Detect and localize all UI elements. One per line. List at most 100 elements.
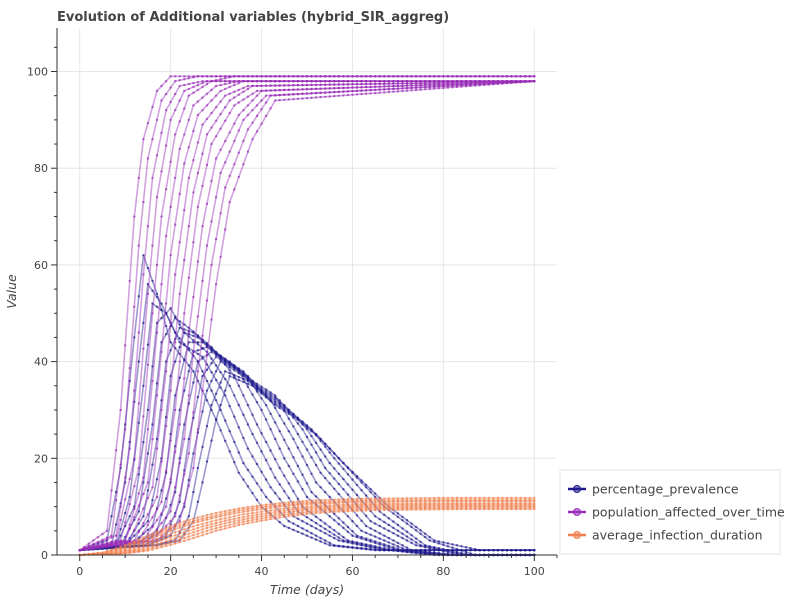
data-point xyxy=(178,457,181,460)
data-point xyxy=(237,88,240,92)
data-point xyxy=(437,551,440,555)
data-point xyxy=(383,547,386,550)
data-point xyxy=(305,96,309,100)
data-point xyxy=(360,89,363,92)
data-point xyxy=(196,352,200,356)
data-point xyxy=(96,541,100,545)
data-point xyxy=(219,525,222,529)
data-point xyxy=(328,482,331,485)
legend-item-percentage_prevalence[interactable]: percentage_prevalence xyxy=(568,482,739,497)
data-point xyxy=(219,356,222,359)
data-point xyxy=(178,526,181,529)
data-point xyxy=(278,505,281,508)
data-point xyxy=(274,99,277,102)
data-point xyxy=(205,350,209,354)
data-point xyxy=(314,527,318,530)
data-point xyxy=(164,188,168,191)
data-point xyxy=(269,506,272,510)
data-point xyxy=(183,423,186,426)
data-point xyxy=(310,430,313,433)
data-point xyxy=(355,497,359,501)
data-point xyxy=(278,75,281,78)
data-point xyxy=(151,516,154,519)
data-point xyxy=(183,258,186,262)
data-point xyxy=(278,403,281,406)
data-point xyxy=(310,92,313,95)
legend-item-average_infection_duration[interactable]: average_infection_duration xyxy=(568,528,763,543)
data-point xyxy=(428,535,431,539)
data-point xyxy=(224,94,227,97)
data-point xyxy=(164,505,168,508)
data-point xyxy=(328,544,331,547)
data-point xyxy=(333,87,336,90)
data-point xyxy=(501,549,504,552)
series-line xyxy=(79,75,535,551)
data-point xyxy=(92,539,95,542)
series-line xyxy=(79,80,535,551)
data-point xyxy=(174,176,177,180)
legend[interactable]: percentage_prevalence population_affected… xyxy=(559,469,785,555)
legend-item-population_affected_over_time[interactable]: population_affected_over_time xyxy=(568,505,785,520)
data-point xyxy=(469,496,472,500)
data-point xyxy=(246,128,250,131)
data-point xyxy=(124,524,127,528)
data-point xyxy=(278,406,281,410)
data-point xyxy=(283,515,286,518)
data-point xyxy=(305,522,309,525)
data-point xyxy=(114,544,118,547)
data-point xyxy=(433,496,436,500)
data-point xyxy=(169,541,172,544)
data-point xyxy=(114,449,118,452)
data-point xyxy=(314,502,318,505)
data-point xyxy=(201,370,204,373)
data-point xyxy=(205,521,209,524)
data-point xyxy=(196,535,200,538)
data-point xyxy=(169,543,172,546)
data-point xyxy=(283,507,286,510)
data-point xyxy=(492,507,495,511)
data-point xyxy=(301,505,304,509)
data-point xyxy=(196,370,200,373)
data-point xyxy=(296,422,300,425)
data-point xyxy=(119,408,122,412)
data-point xyxy=(237,80,240,83)
data-point xyxy=(314,96,318,99)
data-point xyxy=(192,354,195,357)
data-point xyxy=(133,507,136,511)
series-line xyxy=(79,80,535,551)
data-point xyxy=(164,312,168,315)
data-point xyxy=(360,479,363,482)
data-point xyxy=(119,518,122,522)
data-point xyxy=(364,509,368,512)
data-point xyxy=(169,254,172,257)
data-point xyxy=(155,447,159,450)
data-point xyxy=(214,511,218,515)
data-point xyxy=(337,90,340,94)
data-point xyxy=(201,81,204,85)
data-point xyxy=(201,528,204,531)
data-point xyxy=(96,536,100,539)
data-point xyxy=(178,75,181,78)
data-point xyxy=(337,75,340,78)
data-point xyxy=(174,523,177,526)
data-point xyxy=(501,500,504,503)
data-point xyxy=(301,509,304,512)
data-point xyxy=(174,109,177,112)
data-point xyxy=(237,375,240,379)
data-point xyxy=(224,357,227,360)
data-point xyxy=(396,541,400,545)
data-point xyxy=(296,80,300,83)
data-point xyxy=(255,441,259,444)
data-point xyxy=(174,515,177,518)
data-point xyxy=(337,544,340,547)
data-point xyxy=(233,163,236,166)
data-point xyxy=(219,127,222,130)
data-point xyxy=(351,86,354,89)
data-point xyxy=(224,106,227,109)
data-point xyxy=(201,522,204,526)
data-point xyxy=(333,519,336,522)
data-point xyxy=(314,521,318,525)
data-point xyxy=(274,75,277,78)
data-point xyxy=(319,519,322,522)
data-point xyxy=(524,507,527,511)
